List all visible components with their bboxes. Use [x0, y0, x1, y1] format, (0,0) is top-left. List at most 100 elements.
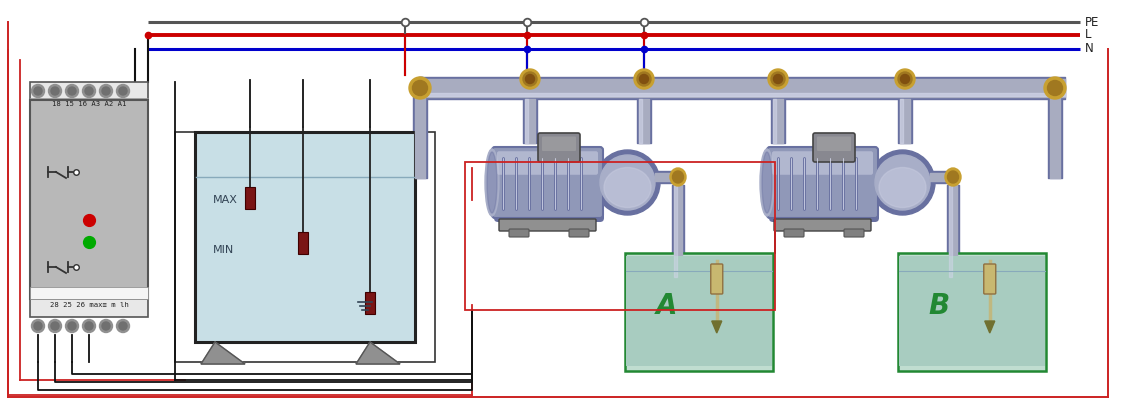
- FancyBboxPatch shape: [767, 147, 879, 218]
- Circle shape: [68, 322, 76, 330]
- FancyBboxPatch shape: [626, 256, 772, 366]
- Circle shape: [65, 320, 79, 332]
- Circle shape: [102, 322, 110, 330]
- Circle shape: [85, 87, 93, 95]
- Ellipse shape: [870, 150, 935, 215]
- FancyBboxPatch shape: [30, 299, 148, 317]
- Ellipse shape: [519, 69, 540, 89]
- Ellipse shape: [827, 134, 843, 146]
- FancyBboxPatch shape: [569, 229, 589, 237]
- Ellipse shape: [640, 74, 649, 84]
- FancyBboxPatch shape: [769, 149, 879, 222]
- FancyBboxPatch shape: [772, 151, 873, 175]
- Ellipse shape: [413, 80, 427, 95]
- Ellipse shape: [1043, 77, 1066, 99]
- Text: L: L: [1085, 29, 1092, 42]
- FancyBboxPatch shape: [30, 82, 148, 100]
- Circle shape: [31, 84, 45, 97]
- Ellipse shape: [945, 168, 962, 186]
- FancyBboxPatch shape: [774, 219, 871, 231]
- FancyBboxPatch shape: [365, 292, 375, 314]
- FancyBboxPatch shape: [710, 264, 723, 294]
- Text: 18 15 16 A3 A2 A1: 18 15 16 A3 A2 A1: [52, 101, 126, 107]
- FancyBboxPatch shape: [539, 133, 580, 162]
- FancyBboxPatch shape: [497, 151, 598, 175]
- Circle shape: [50, 322, 59, 330]
- Ellipse shape: [552, 134, 568, 146]
- Ellipse shape: [947, 171, 958, 183]
- Circle shape: [117, 84, 129, 97]
- Circle shape: [117, 320, 129, 332]
- Polygon shape: [356, 342, 401, 364]
- Ellipse shape: [604, 168, 651, 208]
- FancyBboxPatch shape: [493, 147, 603, 218]
- FancyBboxPatch shape: [509, 229, 528, 237]
- Circle shape: [100, 84, 112, 97]
- Text: PE: PE: [1085, 15, 1100, 29]
- Ellipse shape: [875, 155, 930, 210]
- Circle shape: [68, 87, 76, 95]
- Polygon shape: [985, 321, 995, 333]
- Circle shape: [50, 87, 59, 95]
- Ellipse shape: [600, 155, 655, 210]
- Circle shape: [48, 84, 62, 97]
- Ellipse shape: [767, 69, 788, 89]
- Circle shape: [102, 87, 110, 95]
- FancyBboxPatch shape: [195, 132, 415, 342]
- Ellipse shape: [634, 69, 654, 89]
- Ellipse shape: [487, 152, 497, 213]
- Circle shape: [100, 320, 112, 332]
- FancyBboxPatch shape: [899, 256, 1045, 366]
- Ellipse shape: [895, 69, 916, 89]
- FancyBboxPatch shape: [30, 100, 148, 299]
- FancyBboxPatch shape: [499, 219, 596, 231]
- FancyBboxPatch shape: [30, 98, 148, 110]
- Circle shape: [83, 84, 95, 97]
- Ellipse shape: [762, 152, 772, 213]
- Ellipse shape: [416, 77, 424, 99]
- Ellipse shape: [879, 168, 926, 208]
- Ellipse shape: [901, 74, 910, 84]
- Polygon shape: [711, 321, 721, 333]
- FancyBboxPatch shape: [542, 137, 576, 151]
- Circle shape: [119, 322, 127, 330]
- Ellipse shape: [670, 168, 686, 186]
- Circle shape: [119, 87, 127, 95]
- Ellipse shape: [523, 72, 537, 86]
- FancyBboxPatch shape: [844, 229, 864, 237]
- FancyBboxPatch shape: [817, 137, 850, 151]
- Circle shape: [65, 84, 79, 97]
- Ellipse shape: [771, 72, 785, 86]
- FancyBboxPatch shape: [898, 253, 1046, 371]
- FancyBboxPatch shape: [30, 287, 148, 299]
- Text: MIN: MIN: [213, 245, 234, 255]
- Circle shape: [83, 320, 95, 332]
- FancyBboxPatch shape: [984, 264, 995, 294]
- Ellipse shape: [595, 150, 660, 215]
- Ellipse shape: [410, 77, 431, 99]
- Text: B: B: [929, 292, 950, 320]
- Text: 28 25 26 max≡ m lh: 28 25 26 max≡ m lh: [49, 302, 128, 308]
- FancyBboxPatch shape: [298, 232, 309, 254]
- FancyBboxPatch shape: [784, 229, 804, 237]
- Ellipse shape: [485, 149, 499, 216]
- Ellipse shape: [1048, 80, 1063, 95]
- Ellipse shape: [898, 72, 912, 86]
- FancyBboxPatch shape: [245, 187, 255, 209]
- Ellipse shape: [419, 77, 426, 99]
- Ellipse shape: [760, 149, 774, 216]
- FancyBboxPatch shape: [625, 253, 773, 371]
- Ellipse shape: [773, 74, 782, 84]
- Text: N: N: [1085, 42, 1094, 55]
- FancyBboxPatch shape: [813, 133, 855, 162]
- Text: MAX: MAX: [213, 195, 238, 205]
- Ellipse shape: [672, 171, 683, 183]
- Text: A: A: [655, 292, 678, 320]
- Ellipse shape: [637, 72, 651, 86]
- Circle shape: [48, 320, 62, 332]
- Polygon shape: [201, 342, 245, 364]
- Circle shape: [34, 322, 42, 330]
- Ellipse shape: [525, 74, 534, 84]
- Circle shape: [85, 322, 93, 330]
- FancyBboxPatch shape: [494, 149, 604, 222]
